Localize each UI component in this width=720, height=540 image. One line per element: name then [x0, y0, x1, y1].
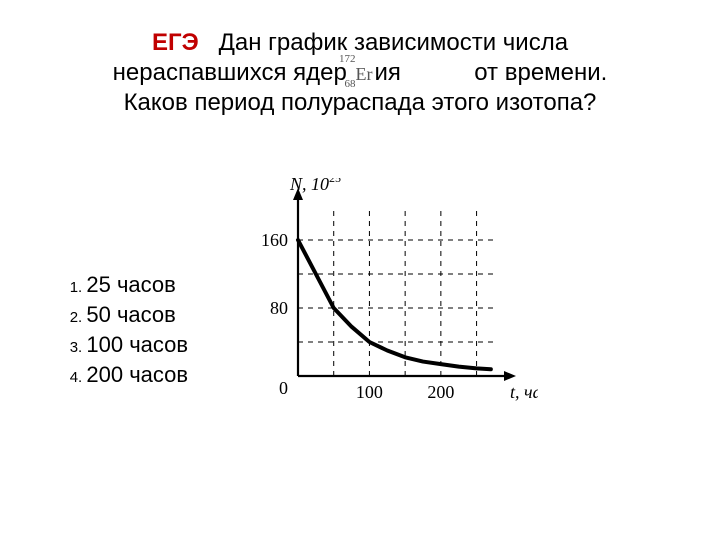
isotope-atomic: 68	[344, 78, 355, 92]
isotope-mass: 172	[339, 53, 356, 67]
q-line2c: от времени.	[474, 59, 607, 86]
svg-text:200: 200	[427, 382, 454, 402]
q-line3: Каков период полураспада этого изотопа?	[124, 89, 597, 116]
answer-option: 50 часов	[86, 302, 188, 328]
isotope-el: Er	[355, 64, 372, 84]
slide: ЕГЭ Дан график зависимости числа нераспа…	[0, 0, 720, 540]
body-row: 25 часов 50 часов 100 часов 200 часов 10…	[40, 178, 680, 428]
ege-label: ЕГЭ	[152, 29, 199, 56]
svg-text:t, час: t, час	[510, 382, 538, 402]
answer-option: 25 часов	[86, 272, 188, 298]
answer-list: 25 часов 50 часов 100 часов 200 часов	[60, 268, 188, 392]
svg-text:80: 80	[270, 298, 288, 318]
question-text: ЕГЭ Дан график зависимости числа нераспа…	[40, 28, 680, 118]
answer-option: 200 часов	[86, 362, 188, 388]
answer-option: 100 часов	[86, 332, 188, 358]
chart-svg: 100200801600N, 1025t, час	[228, 178, 538, 428]
isotope-symbol: 172 68 Er	[355, 63, 372, 86]
q-line2b: ия	[374, 59, 400, 86]
q-line1: Дан график зависимости числа	[219, 29, 568, 56]
decay-chart: 100200801600N, 1025t, час	[228, 178, 538, 428]
svg-text:160: 160	[261, 230, 288, 250]
svg-text:100: 100	[356, 382, 383, 402]
q-line2a: нераспавшихся ядер	[113, 59, 347, 86]
svg-text:0: 0	[279, 378, 288, 398]
